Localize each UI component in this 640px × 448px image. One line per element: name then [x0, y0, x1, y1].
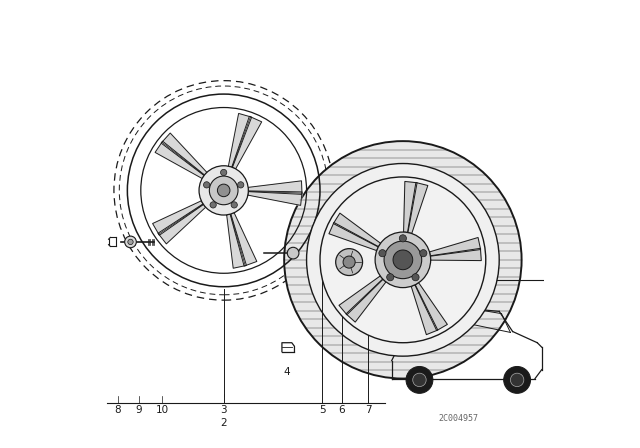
Circle shape	[406, 366, 433, 393]
Text: 7: 7	[365, 405, 372, 415]
Polygon shape	[152, 201, 204, 235]
Circle shape	[210, 202, 216, 208]
Text: 8: 8	[114, 405, 121, 415]
Polygon shape	[248, 191, 302, 205]
Circle shape	[284, 141, 522, 379]
Text: 2: 2	[220, 418, 227, 427]
Circle shape	[379, 250, 386, 257]
Circle shape	[209, 176, 238, 205]
Circle shape	[336, 249, 362, 276]
Circle shape	[231, 202, 237, 208]
Circle shape	[399, 235, 406, 242]
Circle shape	[218, 184, 230, 197]
Polygon shape	[232, 116, 262, 169]
Polygon shape	[329, 223, 378, 250]
Circle shape	[511, 373, 524, 387]
Circle shape	[375, 232, 431, 288]
Polygon shape	[161, 133, 207, 176]
Circle shape	[221, 169, 227, 176]
Circle shape	[204, 182, 210, 188]
Polygon shape	[248, 181, 302, 194]
Circle shape	[320, 177, 486, 343]
Polygon shape	[339, 276, 383, 315]
Text: 1: 1	[422, 251, 429, 261]
Polygon shape	[412, 285, 438, 335]
Circle shape	[287, 247, 299, 259]
Circle shape	[413, 373, 426, 387]
Text: 9: 9	[136, 405, 142, 415]
Polygon shape	[430, 248, 481, 261]
Circle shape	[393, 250, 413, 270]
Text: 10: 10	[156, 405, 169, 415]
Polygon shape	[415, 283, 447, 331]
Polygon shape	[228, 113, 252, 168]
Circle shape	[237, 182, 244, 188]
Polygon shape	[346, 279, 386, 322]
Circle shape	[199, 166, 248, 215]
Circle shape	[307, 164, 499, 356]
Circle shape	[387, 274, 394, 281]
Text: 2C004957: 2C004957	[439, 414, 479, 423]
Polygon shape	[155, 141, 205, 178]
Polygon shape	[230, 213, 257, 266]
Polygon shape	[158, 204, 205, 244]
Circle shape	[384, 241, 422, 279]
Text: 5: 5	[319, 405, 326, 415]
Circle shape	[128, 239, 133, 245]
Text: 1: 1	[421, 244, 429, 258]
Circle shape	[125, 236, 136, 248]
Polygon shape	[333, 213, 381, 247]
Polygon shape	[429, 237, 481, 256]
Polygon shape	[227, 214, 246, 268]
Text: 4: 4	[283, 367, 290, 377]
Circle shape	[343, 256, 355, 268]
Text: 3: 3	[220, 405, 227, 415]
Polygon shape	[408, 182, 428, 233]
Text: 6: 6	[338, 405, 345, 415]
Polygon shape	[404, 181, 417, 233]
Circle shape	[504, 366, 531, 393]
Circle shape	[412, 274, 419, 281]
Circle shape	[420, 250, 427, 257]
